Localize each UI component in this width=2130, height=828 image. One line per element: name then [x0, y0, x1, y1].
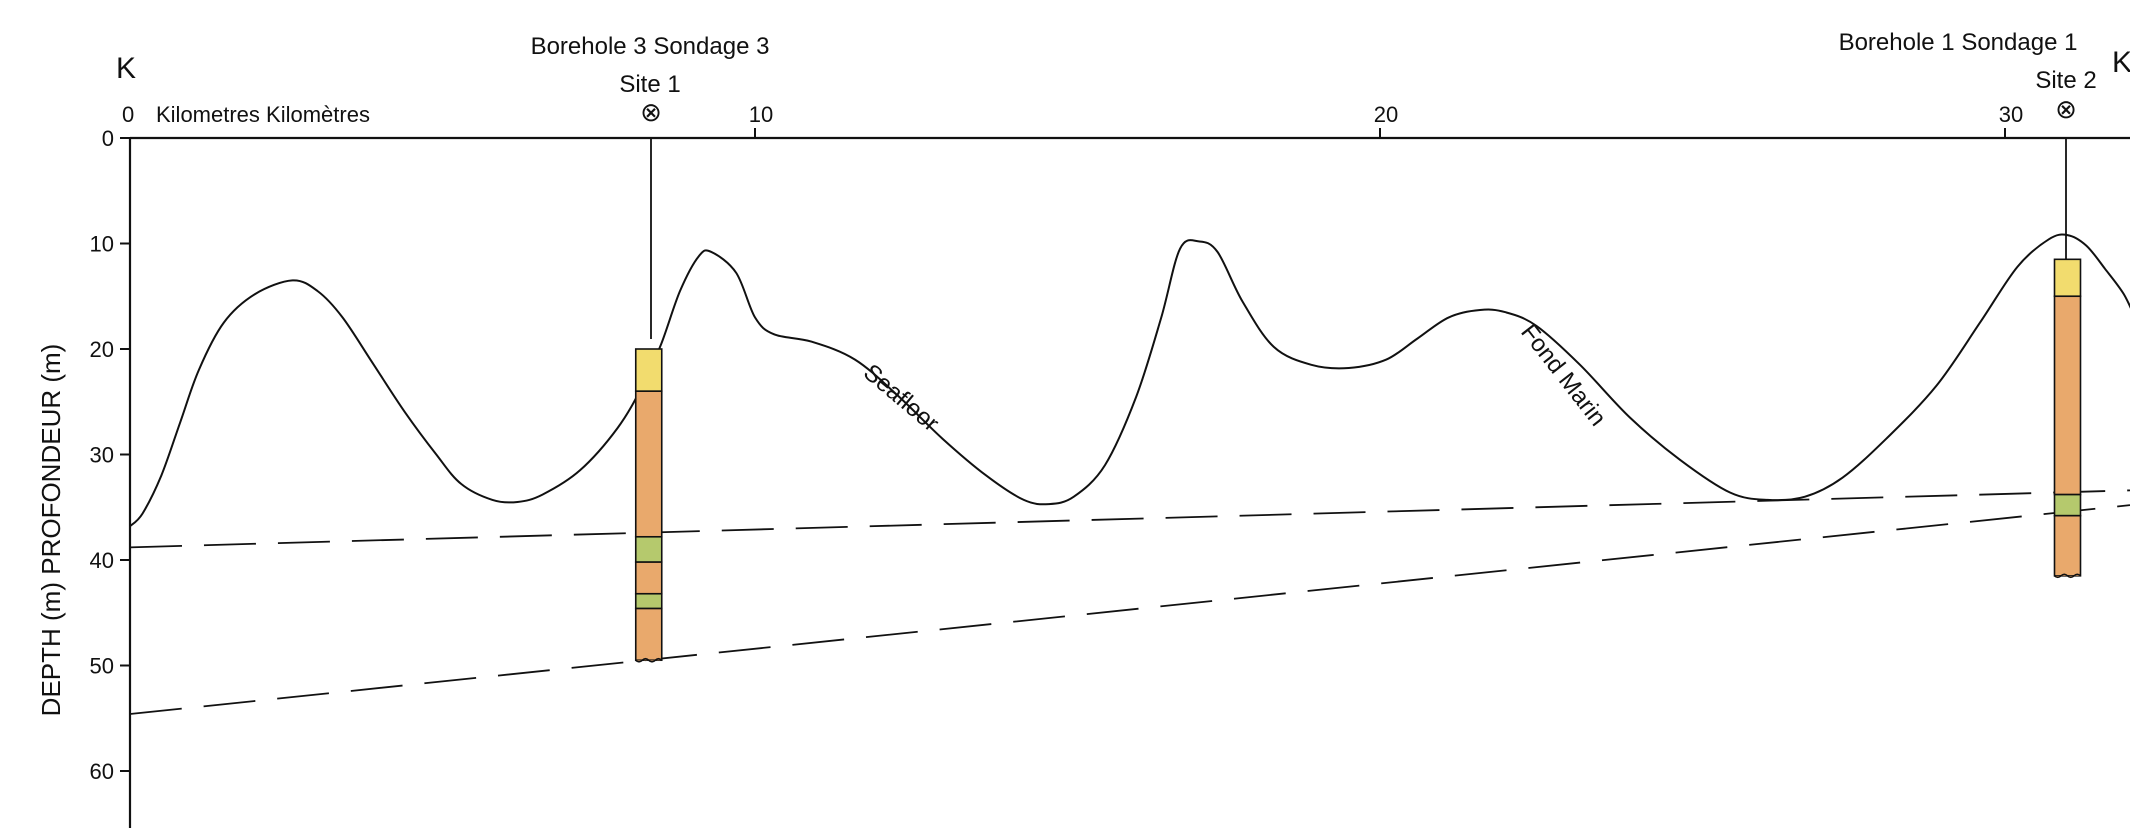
site-2-label: Site 2 — [2035, 67, 2096, 94]
depth-tick-label: 30 — [90, 443, 114, 468]
borehole-bottom-break — [2053, 573, 2082, 579]
borehole-3-title: Borehole 3 Sondage 3 — [531, 33, 770, 60]
depth-tick-label: 0 — [102, 126, 114, 151]
distance-axis-origin-label: 0 — [122, 102, 134, 127]
depth-axis-title: DEPTH (m) PROFONDEUR (m) — [36, 344, 66, 717]
borehole-layer-yellow — [634, 348, 663, 393]
seafloor-label: Seafloor — [858, 359, 944, 437]
distance-ticks: 10 20 30 — [749, 102, 2023, 138]
site-2-marker-icon: ⊗ — [2055, 95, 2077, 125]
seafloor-profile-line — [129, 233, 2130, 527]
borehole-bottom-break — [635, 657, 663, 663]
borehole-1-column — [2053, 258, 2082, 579]
depth-tick-label: 10 — [90, 232, 114, 257]
borehole-layer-yellow — [2053, 258, 2082, 298]
depth-tick-label: 40 — [90, 548, 114, 573]
borehole-3-column — [634, 348, 663, 663]
borehole-layer-orange — [2053, 295, 2082, 496]
borehole-layer-green — [2053, 493, 2082, 517]
borehole-1: Borehole 1 Sondage 1 Site 2 ⊗ — [1839, 29, 2097, 579]
distance-axis-label: Kilometres Kilomètres — [156, 102, 370, 127]
site-1-marker-icon: ⊗ — [640, 98, 662, 128]
dashed-horizons — [129, 489, 2130, 715]
depth-tick-label: 60 — [90, 759, 114, 784]
distance-tick-label: 30 — [1999, 102, 2023, 127]
section-end-left-label: K — [116, 52, 136, 85]
depth-tick-label: 20 — [90, 337, 114, 362]
distance-tick-label: 10 — [749, 102, 773, 127]
distance-tick-label: 20 — [1374, 102, 1398, 127]
borehole-layer-orange — [634, 561, 663, 595]
distance-axis: 0 Kilometres Kilomètres 10 20 30 — [122, 102, 2130, 140]
dashed-horizon-line — [129, 489, 2130, 549]
depth-tick-label: 50 — [90, 654, 114, 679]
borehole-layer-orange — [634, 390, 663, 538]
borehole-layer-green — [634, 592, 663, 610]
borehole-layer-orange — [634, 607, 663, 662]
section-end-right-label: K — [2112, 46, 2130, 79]
borehole-layer-green — [634, 535, 663, 563]
depth-axis: 0 10 20 30 40 50 60 DEPTH (m) PROFONDEUR (m) — [36, 126, 132, 828]
site-1-label: Site 1 — [619, 71, 680, 98]
fond-marin-label: Fond Marin — [1515, 319, 1611, 431]
depth-ticks: 0 10 20 30 40 50 60 — [90, 126, 130, 784]
borehole-3: Borehole 3 Sondage 3 Site 1 ⊗ — [531, 33, 770, 663]
borehole-1-title: Borehole 1 Sondage 1 — [1839, 29, 2078, 56]
dashed-horizon-line — [129, 504, 2130, 715]
borehole-layer-orange — [2053, 514, 2082, 577]
